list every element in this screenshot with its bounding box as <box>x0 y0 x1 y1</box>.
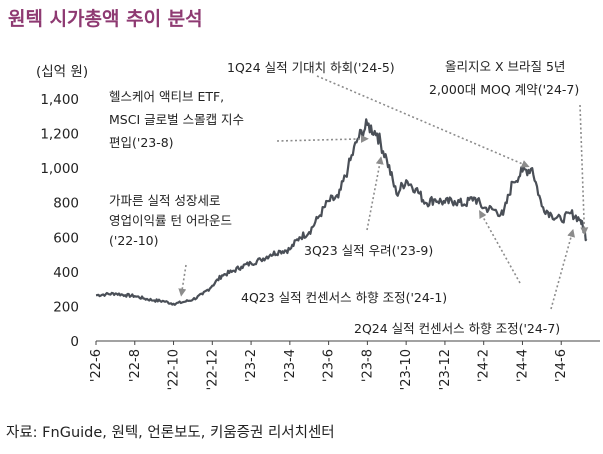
y-tick-label: 200 <box>53 299 79 315</box>
x-tick-label: '23-6 <box>322 349 337 382</box>
annotation-4q23: 4Q23 실적 컨센서스 하향 조정('24-1) <box>241 290 447 305</box>
x-tick-label: '22-6 <box>89 349 104 382</box>
series-group <box>95 118 588 306</box>
chart-title: 원텍 시가총액 추이 분석 <box>8 8 203 30</box>
x-tick-label: '23-8 <box>360 349 375 382</box>
annotation-arrows <box>178 75 589 310</box>
x-tick-label: '22-12 <box>205 349 220 390</box>
x-tick-label: '23-2 <box>244 349 259 382</box>
annotation-1q24: 1Q24 실적 기대치 하회('24-5) <box>227 60 395 75</box>
annotation-turnaround: 가파른 실적 성장세로 영업이익률 턴 어라운드 ('22-10) <box>109 193 236 248</box>
arrow-brazil-moq <box>579 104 589 236</box>
y-tick-label: 0 <box>70 334 79 350</box>
x-tick-label: '23-4 <box>283 349 298 382</box>
arrow-etf-msci <box>276 134 369 143</box>
y-tick-label: 1,400 <box>40 92 79 108</box>
x-tick-label: '24-4 <box>515 349 530 382</box>
y-tick-label: 600 <box>53 230 79 246</box>
x-tick-label: '24-2 <box>477 349 492 382</box>
annotation-brazil-moq: 올리지오 X 브라질 5년 2,000대 MOQ 계약('24-7) <box>429 59 579 97</box>
series-line <box>95 118 588 306</box>
y-axis: 0 200 400 600 800 1,000 1,200 1,400 <box>40 92 79 350</box>
annotation-2q24: 2Q24 실적 컨센서스 하향 조정('24-7) <box>354 321 560 336</box>
x-tick-label: '23-12 <box>438 349 453 390</box>
x-tick-label: '23-10 <box>399 349 414 390</box>
annotation-etf-msci: 헬스케어 액티브 ETF, MSCI 글로벌 스몰캡 지수 편입('23-8) <box>109 89 248 150</box>
x-tick-label: '24-6 <box>554 349 569 382</box>
arrow-2q24 <box>550 228 575 310</box>
y-tick-label: 1,200 <box>40 127 79 143</box>
y-axis-unit: (십억 원) <box>36 64 88 80</box>
source-note: 자료: FnGuide, 원텍, 언론보도, 키움증권 리서치센터 <box>6 425 335 441</box>
x-tick-label: '22-10 <box>167 349 182 390</box>
y-tick-label: 400 <box>53 265 79 281</box>
arrow-turnaround <box>178 264 187 297</box>
y-tick-label: 800 <box>53 196 79 212</box>
x-tick-label: '22-8 <box>128 349 143 382</box>
x-axis: '22-6 '22-8 '22-10 '22-12 '23-2 '23-4 '23-6 '23… <box>89 340 600 390</box>
y-tick-label: 1,000 <box>40 161 79 177</box>
arrow-3q23 <box>366 156 384 231</box>
annotation-3q23: 3Q23 실적 우려('23-9) <box>304 243 433 258</box>
arrow-4q23 <box>479 210 521 284</box>
